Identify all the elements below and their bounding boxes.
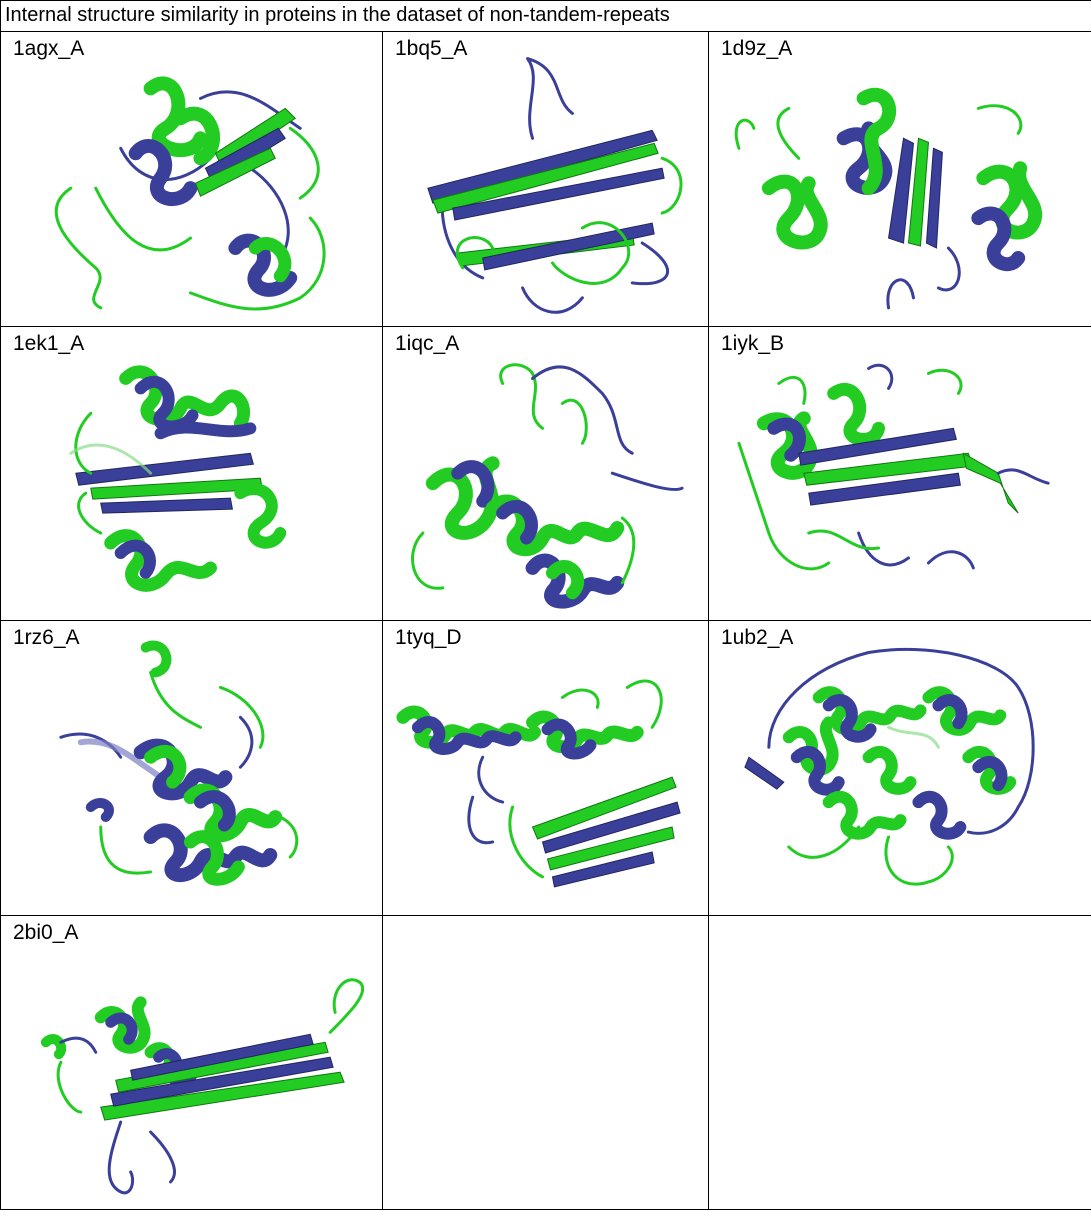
structure-label: 1iqc_A [395,332,459,356]
structure-cell-1ek1: 1ek1_A [1,326,383,620]
structure-cell-1d9z: 1d9z_A [709,32,1091,326]
protein-structure-image [1,327,382,620]
figure-title: Internal structure similarity in protein… [1,1,1091,32]
protein-structure-image [709,621,1091,914]
structure-label: 1bq5_A [395,37,467,61]
protein-structure-image [1,916,382,1209]
structure-label: 1tyq_D [395,626,462,650]
protein-structure-image [383,327,708,620]
empty-cell [383,915,709,1209]
structure-cell-1iqc: 1iqc_A [383,326,709,620]
structure-cell-1rz6: 1rz6_A [1,621,383,915]
protein-structure-image [1,621,382,914]
structure-cell-1tyq: 1tyq_D [383,621,709,915]
structure-cell-2bi0: 2bi0_A [1,915,383,1209]
structure-label: 1ek1_A [13,332,84,356]
structure-cell-1agx: 1agx_A [1,32,383,326]
protein-structure-image [383,621,708,914]
empty-cell [709,915,1091,1209]
structure-label: 1agx_A [13,37,84,61]
structure-label: 1d9z_A [721,37,792,61]
protein-structure-image [709,327,1091,620]
structure-cell-1iyk: 1iyk_B [709,326,1091,620]
structure-label: 1ub2_A [721,626,793,650]
structure-cell-1ub2: 1ub2_A [709,621,1091,915]
structure-label: 1rz6_A [13,626,80,650]
structure-label: 2bi0_A [13,921,78,945]
protein-structure-image [1,32,382,325]
protein-structure-image [383,32,708,325]
structure-cell-1bq5: 1bq5_A [383,32,709,326]
structure-label: 1iyk_B [721,332,784,356]
protein-structure-image [709,32,1091,325]
